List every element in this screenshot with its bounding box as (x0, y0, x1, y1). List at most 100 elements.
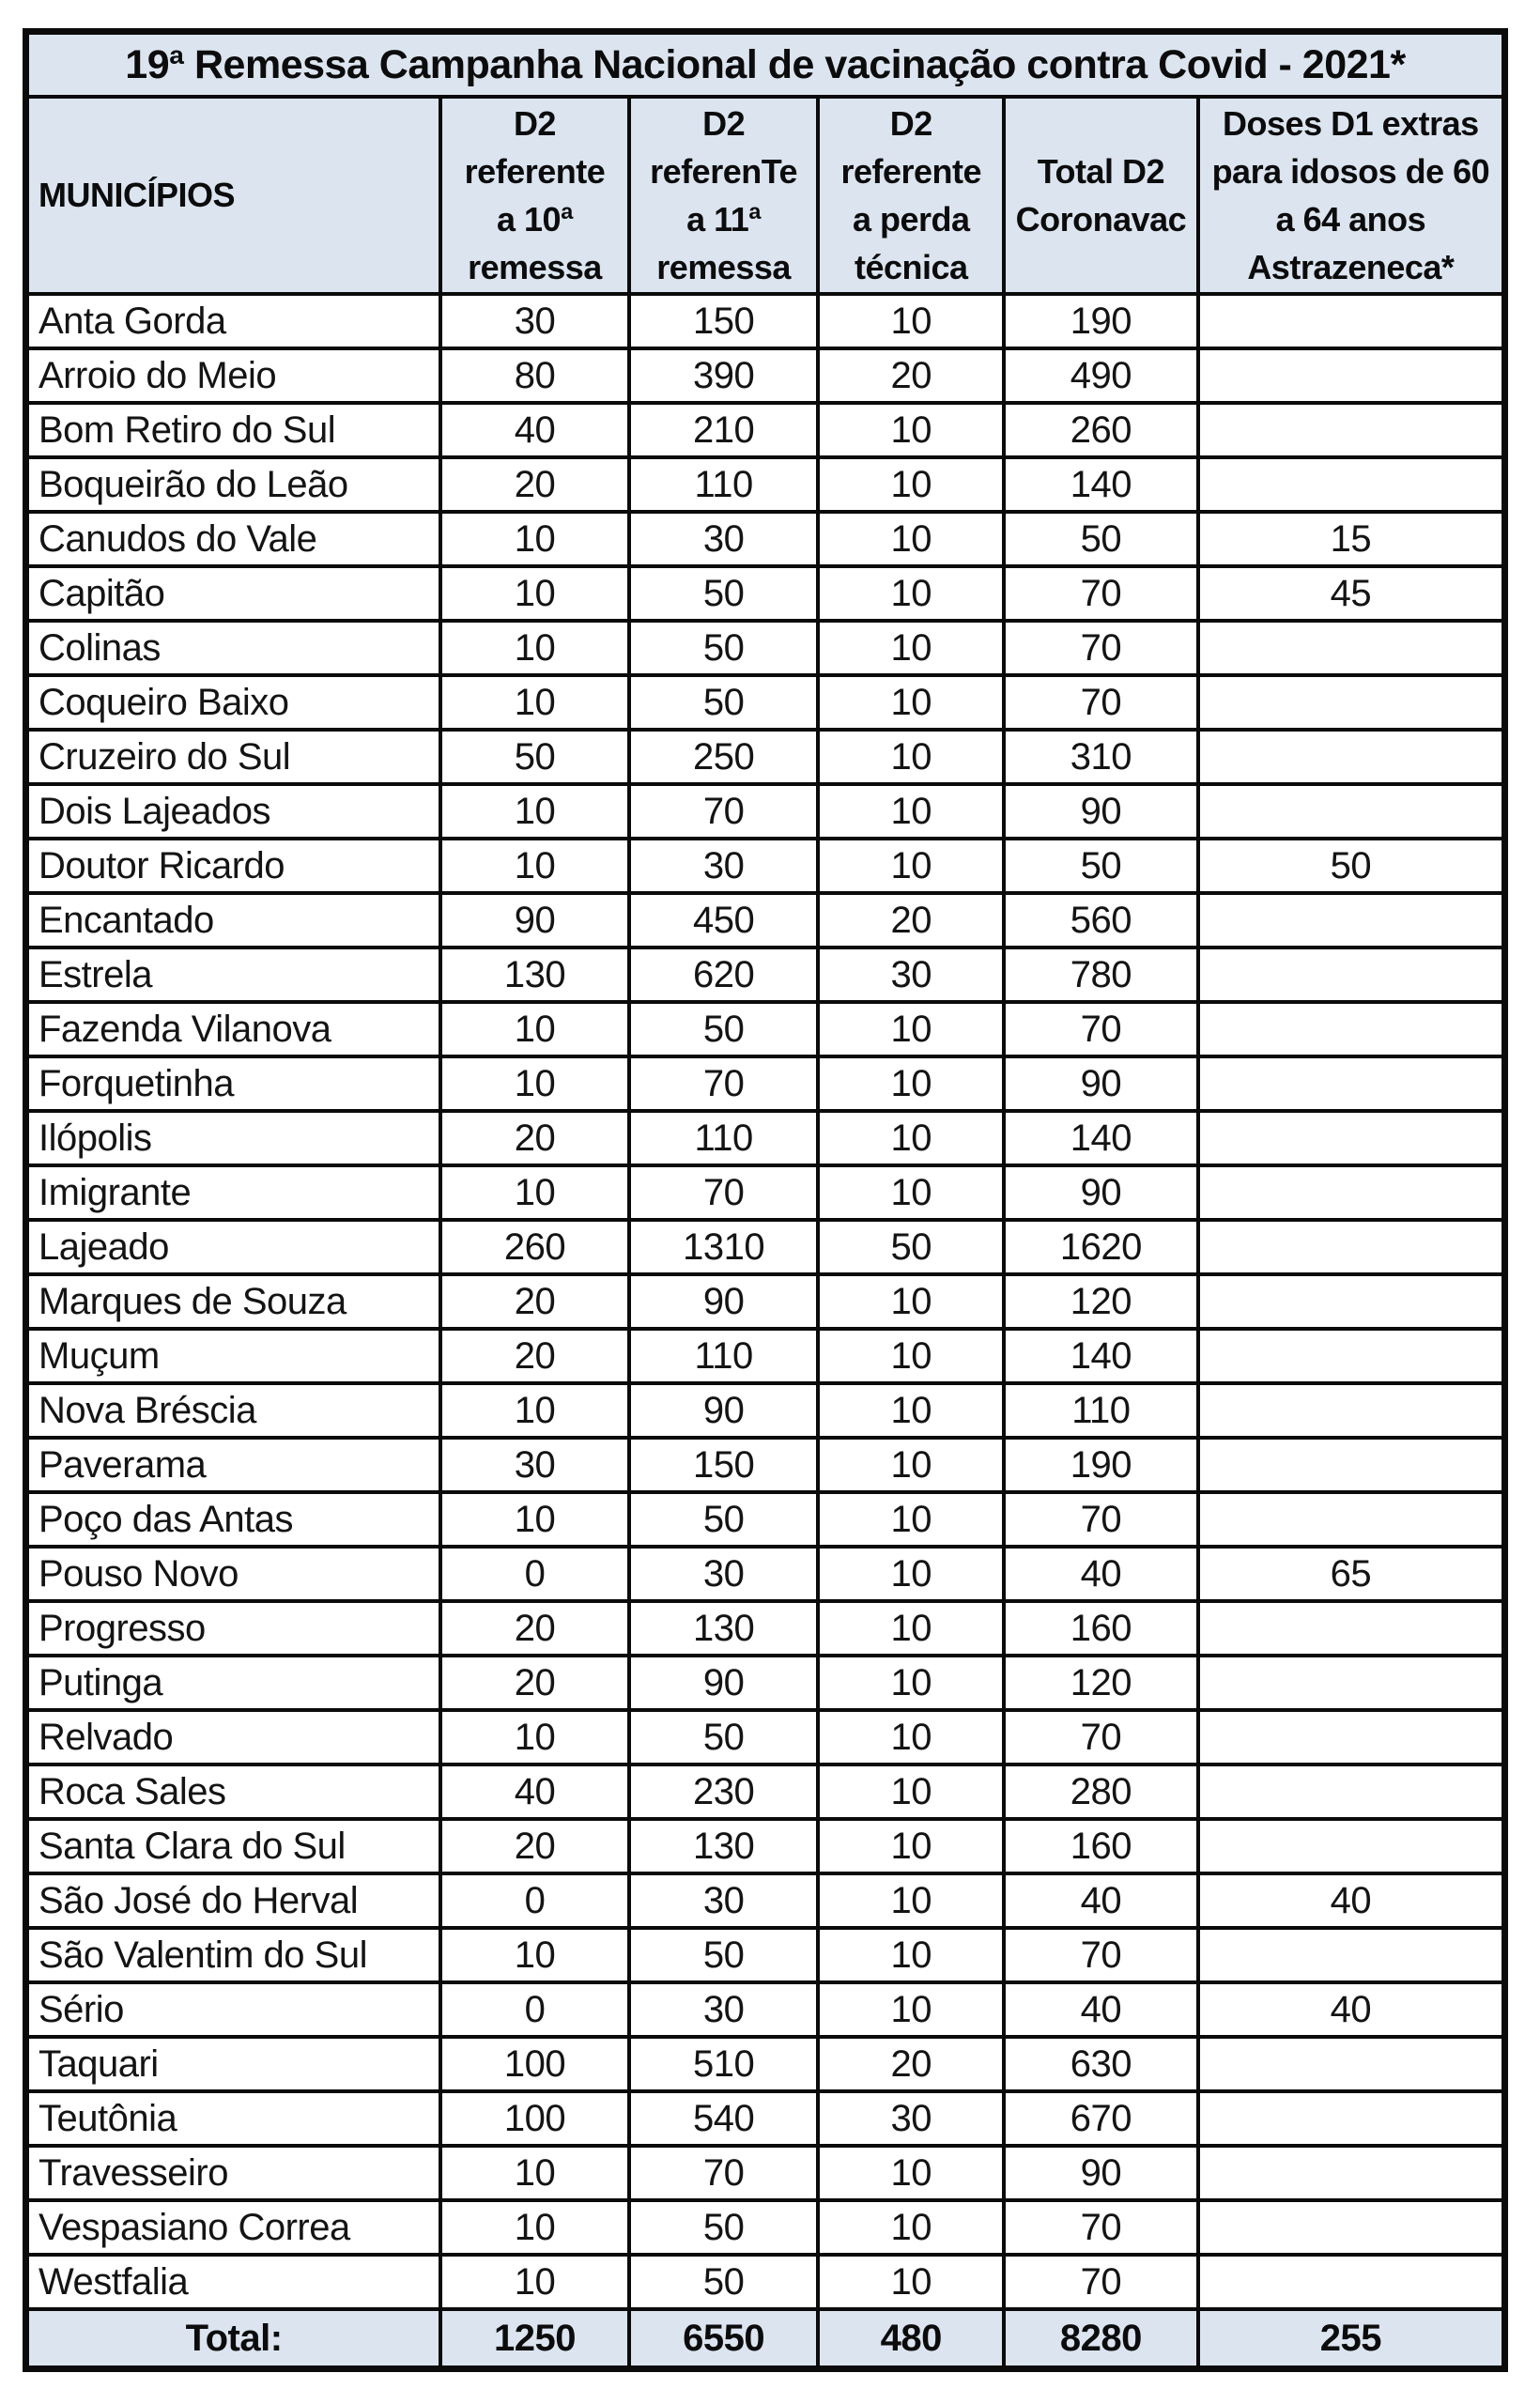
value-cell: 780 (1002, 946, 1200, 1004)
value-cell: 30 (626, 1872, 821, 1930)
value-cell: 10 (439, 2198, 631, 2257)
value-cell: 160 (1002, 1599, 1200, 1657)
value-cell: 10 (816, 673, 1007, 732)
table-row: Arroio do Meio 80 390 20 490 (23, 347, 1507, 405)
value-cell: 20 (816, 2035, 1007, 2093)
value-cell (1195, 728, 1507, 786)
value-cell: 10 (439, 1490, 631, 1549)
value-cell (1195, 1708, 1507, 1766)
municipality-cell: Relvado (23, 1708, 443, 1766)
value-cell: 540 (626, 2089, 821, 2148)
value-cell: 70 (1002, 564, 1200, 623)
value-cell: 90 (626, 1272, 821, 1331)
table-row: Santa Clara do Sul 20 130 10 160 (23, 1817, 1507, 1875)
column-header-perda-tecnica: D2 referente a perda técnica (816, 95, 1007, 296)
value-cell: 70 (1002, 2198, 1200, 2257)
table-row: Canudos do Vale 10 30 10 50 15 (23, 510, 1507, 568)
table-row: Encantado 90 450 20 560 (23, 891, 1507, 949)
value-cell (1195, 292, 1507, 350)
value-cell: 130 (439, 946, 631, 1004)
value-cell (1195, 1381, 1507, 1440)
value-cell: 20 (439, 1272, 631, 1331)
municipality-cell: Paverama (23, 1436, 443, 1494)
value-cell: 0 (439, 1980, 631, 2039)
value-cell: 110 (626, 1327, 821, 1385)
value-cell: 70 (1002, 1490, 1200, 1549)
value-cell: 0 (439, 1872, 631, 1930)
municipality-cell: Dois Lajeados (23, 782, 443, 840)
total-d2-11a: 6550 (626, 2307, 821, 2371)
value-cell: 130 (626, 1599, 821, 1657)
value-cell (1195, 1055, 1507, 1113)
value-cell: 560 (1002, 891, 1200, 949)
value-cell: 10 (816, 1599, 1007, 1657)
value-cell: 140 (1002, 455, 1200, 514)
value-cell: 70 (626, 782, 821, 840)
value-cell: 30 (626, 837, 821, 895)
value-cell (1195, 1000, 1507, 1058)
value-cell: 20 (439, 455, 631, 514)
total-d2-10a: 1250 (439, 2307, 631, 2371)
municipality-cell: Putinga (23, 1654, 443, 1712)
value-cell: 10 (439, 1055, 631, 1113)
value-cell: 30 (626, 1545, 821, 1603)
table-row: Ilópolis 20 110 10 140 (23, 1109, 1507, 1167)
value-cell: 20 (439, 1109, 631, 1167)
municipality-cell: São José do Herval (23, 1872, 443, 1930)
value-cell: 120 (1002, 1272, 1200, 1331)
value-cell: 10 (816, 1490, 1007, 1549)
value-cell (1195, 1490, 1507, 1549)
value-cell (1195, 1599, 1507, 1657)
value-cell: 10 (816, 1980, 1007, 2039)
value-cell: 40 (1002, 1872, 1200, 1930)
value-cell: 40 (439, 1763, 631, 1821)
value-cell: 50 (626, 1000, 821, 1058)
total-d2-coronavac: 8280 (1002, 2307, 1200, 2371)
value-cell (1195, 1218, 1507, 1276)
municipality-cell: Westfalia (23, 2253, 443, 2311)
total-row: Total: 1250 6550 480 8280 255 (23, 2307, 1507, 2371)
total-label: Total: (23, 2307, 443, 2371)
municipality-cell: Imigrante (23, 1163, 443, 1222)
value-cell: 140 (1002, 1327, 1200, 1385)
municipality-cell: Muçum (23, 1327, 443, 1385)
value-cell: 10 (816, 1000, 1007, 1058)
municipality-cell: Colinas (23, 619, 443, 677)
table-row: Marques de Souza 20 90 10 120 (23, 1272, 1507, 1331)
value-cell: 10 (439, 1000, 631, 1058)
value-cell: 70 (626, 2144, 821, 2202)
municipality-cell: Sério (23, 1980, 443, 2039)
value-cell: 250 (626, 728, 821, 786)
value-cell: 10 (816, 1055, 1007, 1113)
table-row: Estrela 130 620 30 780 (23, 946, 1507, 1004)
value-cell: 50 (626, 2198, 821, 2257)
value-cell: 40 (1002, 1545, 1200, 1603)
value-cell (1195, 455, 1507, 514)
value-cell: 20 (439, 1817, 631, 1875)
municipality-cell: Arroio do Meio (23, 347, 443, 405)
municipality-cell: Progresso (23, 1599, 443, 1657)
value-cell (1195, 1272, 1507, 1331)
value-cell: 70 (1002, 1926, 1200, 1984)
value-cell: 10 (439, 564, 631, 623)
value-cell (1195, 1436, 1507, 1494)
municipality-cell: Canudos do Vale (23, 510, 443, 568)
municipality-cell: Encantado (23, 891, 443, 949)
value-cell: 10 (816, 1872, 1007, 1930)
value-cell: 30 (626, 510, 821, 568)
table-row: Imigrante 10 70 10 90 (23, 1163, 1507, 1222)
value-cell: 30 (816, 2089, 1007, 2148)
value-cell: 510 (626, 2035, 821, 2093)
table-row: Travesseiro 10 70 10 90 (23, 2144, 1507, 2202)
value-cell: 130 (626, 1817, 821, 1875)
table-row: Nova Bréscia 10 90 10 110 (23, 1381, 1507, 1440)
value-cell (1195, 2253, 1507, 2311)
value-cell: 10 (439, 1381, 631, 1440)
value-cell: 90 (1002, 1163, 1200, 1222)
value-cell: 280 (1002, 1763, 1200, 1821)
value-cell: 70 (1002, 619, 1200, 677)
municipality-cell: São Valentim do Sul (23, 1926, 443, 1984)
value-cell: 50 (1002, 837, 1200, 895)
value-cell: 50 (626, 1926, 821, 1984)
column-header-municipios: MUNICÍPIOS (23, 95, 443, 296)
